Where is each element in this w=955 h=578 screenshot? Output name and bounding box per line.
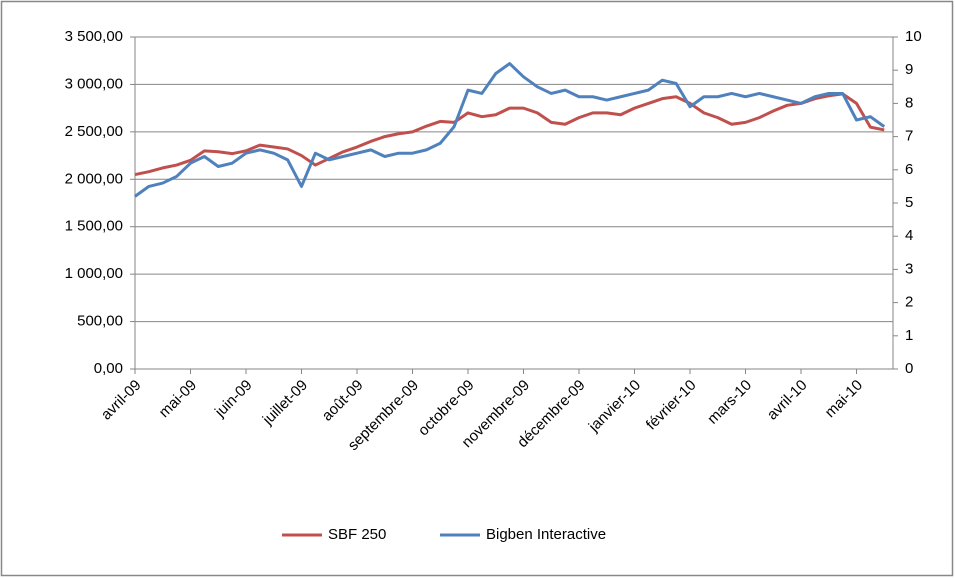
y2-tick-label: 0 bbox=[905, 360, 913, 377]
y2-tick-label: 10 bbox=[905, 28, 922, 45]
y2-tick-label: 1 bbox=[905, 327, 913, 344]
y-tick-label: 3 500,00 bbox=[65, 28, 123, 45]
y2-tick-label: 5 bbox=[905, 194, 913, 211]
legend-label: Bigben Interactive bbox=[486, 526, 606, 543]
y2-tick-label: 6 bbox=[905, 161, 913, 178]
y-tick-label: 2 500,00 bbox=[65, 123, 123, 140]
y-tick-label: 3 000,00 bbox=[65, 75, 123, 92]
y2-tick-label: 9 bbox=[905, 61, 913, 78]
y2-tick-label: 2 bbox=[905, 294, 913, 311]
y2-tick-label: 3 bbox=[905, 260, 913, 277]
y-tick-label: 500,00 bbox=[77, 313, 123, 330]
series-line bbox=[134, 62, 886, 198]
legend-label: SBF 250 bbox=[328, 526, 386, 543]
y2-tick-label: 7 bbox=[905, 128, 913, 145]
series-line bbox=[134, 92, 885, 177]
y-tick-label: 2 000,00 bbox=[65, 170, 123, 187]
y2-tick-label: 8 bbox=[905, 94, 913, 111]
y-tick-label: 1 000,00 bbox=[65, 265, 123, 282]
y2-tick-label: 4 bbox=[905, 227, 913, 244]
y-tick-label: 0,00 bbox=[94, 360, 123, 377]
y-tick-label: 1 500,00 bbox=[65, 218, 123, 235]
